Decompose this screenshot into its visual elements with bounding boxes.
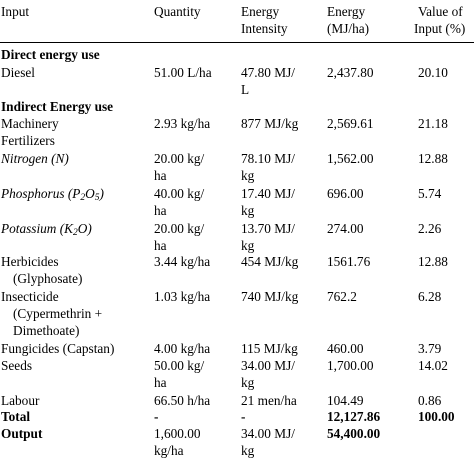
seeds-quantity-line2: ha [154, 375, 167, 390]
header-energy-line2: (MJ/ha) [327, 21, 370, 36]
nitrogen-input: Nitrogen (N) [1, 151, 69, 166]
insecticide-input-line2: (Cypermethrin + [13, 306, 103, 321]
insecticide-quantity: 1.03 kg/ha [154, 289, 211, 304]
fungicides-value: 3.79 [418, 341, 442, 356]
phosphorus-value: 5.74 [418, 186, 442, 201]
header-rule [0, 42, 474, 43]
nitrogen-value: 12.88 [418, 151, 448, 166]
nitrogen-intensity-line2: kg [241, 168, 255, 183]
section-direct: Direct energy use [1, 47, 100, 62]
insecticide-value: 6.28 [418, 289, 442, 304]
nitrogen-intensity-line1: 78.10 MJ/ [241, 151, 295, 166]
insecticide-input-line3: Dimethoate) [13, 323, 80, 338]
diesel-input: Diesel [1, 65, 35, 80]
labour-input: Labour [1, 393, 40, 408]
phosphorus-intensity-line1: 17.40 MJ/ [241, 186, 295, 201]
machinery-quantity: 2.93 kg/ha [154, 116, 211, 131]
seeds-input: Seeds [1, 358, 33, 373]
potassium-quantity-line2: ha [154, 238, 167, 253]
potassium-quantity-line1: 20.00 kg/ [154, 221, 205, 236]
herbicides-energy: 1561.76 [327, 254, 371, 269]
total-input: Total [1, 409, 31, 424]
fungicides-energy: 460.00 [327, 341, 364, 356]
potassium-intensity-line1: 13.70 MJ/ [241, 221, 295, 236]
nitrogen-quantity-line2: ha [154, 168, 167, 183]
header-intensity-line1: Energy [241, 4, 280, 19]
herbicides-quantity: 3.44 kg/ha [154, 254, 211, 269]
potassium-intensity-line2: kg [241, 238, 255, 253]
potassium-value: 2.26 [418, 221, 442, 236]
seeds-energy: 1,700.00 [327, 358, 374, 373]
phosphorus-quantity-line2: ha [154, 203, 167, 218]
output-quantity-line2: kg/ha [154, 443, 184, 458]
potassium-energy: 274.00 [327, 221, 364, 236]
labour-energy: 104.49 [327, 393, 364, 408]
potassium-input: Potassium (K2O) [1, 221, 92, 238]
insecticide-input-line1: Insecticide [1, 289, 59, 304]
machinery-value: 21.18 [418, 116, 448, 131]
insecticide-intensity: 740 MJ/kg [241, 289, 299, 304]
header-input: Input [1, 4, 30, 19]
fertilizers-input: Fertilizers [1, 133, 55, 148]
labour-quantity: 66.50 h/ha [154, 393, 211, 408]
herbicides-value: 12.88 [418, 254, 448, 269]
herbicides-intensity: 454 MJ/kg [241, 254, 299, 269]
machinery-intensity: 877 MJ/kg [241, 116, 299, 131]
header-value-line2: Input (%) [414, 21, 466, 36]
seeds-value: 14.02 [418, 358, 448, 373]
seeds-intensity-line1: 34.00 MJ/ [241, 358, 295, 373]
header-value-line1: Value of [418, 4, 463, 19]
diesel-intensity-line2: L [241, 82, 250, 97]
machinery-energy: 2,569.61 [327, 116, 374, 131]
section-indirect: Indirect Energy use [1, 99, 114, 114]
diesel-intensity-line1: 47.80 MJ/ [241, 65, 295, 80]
fungicides-input: Fungicides (Capstan) [1, 341, 115, 356]
seeds-quantity-line1: 50.00 kg/ [154, 358, 205, 373]
total-intensity: - [241, 409, 246, 424]
header-intensity-line2: Intensity [241, 21, 288, 36]
total-energy: 12,127.86 [327, 409, 381, 424]
labour-value: 0.86 [418, 393, 442, 408]
total-value: 100.00 [418, 409, 455, 424]
fungicides-quantity: 4.00 kg/ha [154, 341, 211, 356]
output-energy: 54,400.00 [327, 426, 381, 441]
insecticide-energy: 762.2 [327, 289, 357, 304]
nitrogen-quantity-line1: 20.00 kg/ [154, 151, 205, 166]
herbicides-input-line1: Herbicides [1, 254, 59, 269]
seeds-intensity-line2: kg [241, 375, 255, 390]
phosphorus-intensity-line2: kg [241, 203, 255, 218]
total-quantity: - [154, 409, 159, 424]
header-quantity: Quantity [154, 4, 201, 19]
machinery-input: Machinery [1, 116, 59, 131]
diesel-energy: 2,437.80 [327, 65, 374, 80]
output-intensity-line1: 34.00 MJ/ [241, 426, 295, 441]
nitrogen-energy: 1,562.00 [327, 151, 374, 166]
header-energy-line1: Energy [327, 4, 366, 19]
herbicides-input-line2: (Glyphosate) [13, 271, 83, 286]
fungicides-intensity: 115 MJ/kg [241, 341, 298, 356]
output-input: Output [1, 426, 43, 441]
diesel-quantity: 51.00 L/ha [154, 65, 212, 80]
labour-intensity: 21 men/ha [241, 393, 297, 408]
output-intensity-line2: kg [241, 443, 255, 458]
phosphorus-quantity-line1: 40.00 kg/ [154, 186, 205, 201]
diesel-value: 20.10 [418, 65, 448, 80]
phosphorus-energy: 696.00 [327, 186, 364, 201]
output-quantity-line1: 1,600.00 [154, 426, 201, 441]
phosphorus-input: Phosphorus (P2O5) [1, 186, 104, 203]
